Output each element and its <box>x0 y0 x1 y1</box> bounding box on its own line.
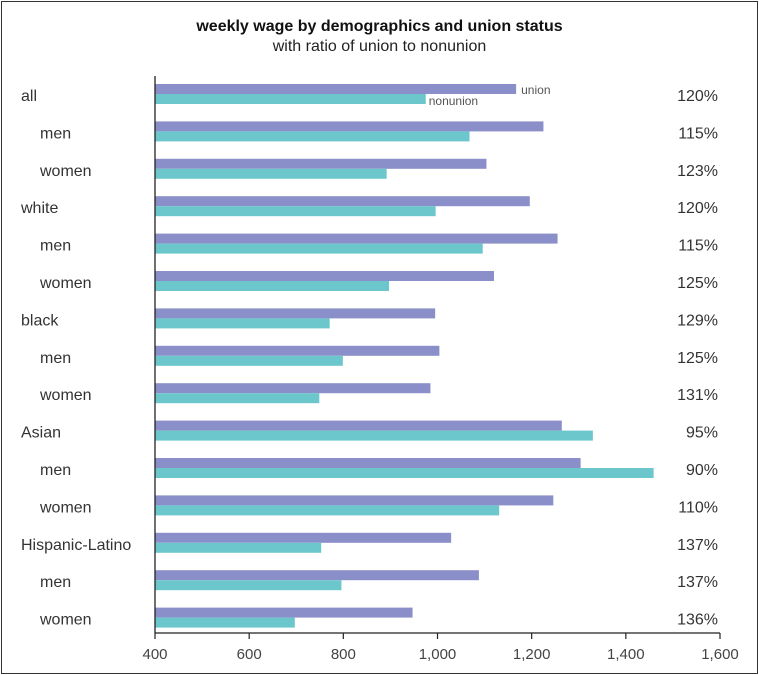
x-tick-label: 1,200 <box>513 646 551 663</box>
x-tick-label: 400 <box>142 646 167 663</box>
ratio-label: 95% <box>686 425 718 442</box>
x-tick-label: 1,400 <box>607 646 645 663</box>
series-label-nonunion: nonunion <box>429 94 478 108</box>
bar-nonunion <box>155 505 500 516</box>
bar-nonunion <box>155 430 593 441</box>
category-label: men <box>40 125 71 142</box>
category-label: Hispanic-Latino <box>21 537 131 554</box>
category-label: men <box>40 350 71 367</box>
category-label: women <box>39 612 92 629</box>
ratio-label: 90% <box>686 462 718 479</box>
bar-union <box>155 308 436 319</box>
bar-union <box>155 383 431 394</box>
bar-nonunion <box>155 468 654 478</box>
bar-union <box>155 458 581 468</box>
bar-union <box>155 196 530 207</box>
bar-union <box>155 271 494 281</box>
ratio-label: 115% <box>678 238 718 255</box>
ratio-label: 131% <box>677 387 718 404</box>
bars-layer <box>155 84 654 628</box>
bar-union <box>155 607 413 618</box>
chart-title: weekly wage by demographics and union st… <box>196 18 563 35</box>
ratio-label: 136% <box>677 612 718 629</box>
bar-union <box>155 84 517 94</box>
category-label: Asian <box>21 425 61 442</box>
ratio-label: 123% <box>677 163 718 180</box>
bar-nonunion <box>155 542 322 553</box>
bar-nonunion <box>155 281 390 291</box>
category-label: women <box>39 387 92 404</box>
bar-nonunion <box>155 318 330 329</box>
category-label: women <box>39 499 92 516</box>
x-tick-label: 1,000 <box>419 646 457 663</box>
ratio-label: 115% <box>678 125 718 142</box>
bar-nonunion <box>155 617 295 628</box>
ratio-label: 137% <box>677 537 718 554</box>
category-label: all <box>21 88 37 105</box>
category-label: men <box>40 574 71 591</box>
bar-union <box>155 121 544 132</box>
bar-nonunion <box>155 168 387 179</box>
series-label-union: union <box>521 83 550 97</box>
axis-layer: 400 600 800 1,000 1,200 1,400 1,600 <box>142 76 739 663</box>
labels-layer: all 120% men 115% women 123% white 120% men 115% w… <box>20 83 718 629</box>
chart-subtitle: with ratio of union to nonunion <box>272 38 487 55</box>
bar-nonunion <box>155 206 436 217</box>
category-label: men <box>40 462 71 479</box>
bar-nonunion <box>155 355 343 366</box>
x-tick-label: 800 <box>331 646 356 663</box>
ratio-label: 137% <box>677 574 718 591</box>
bar-union <box>155 570 479 581</box>
category-label: men <box>40 238 71 255</box>
ratio-label: 125% <box>677 275 718 292</box>
bar-nonunion <box>155 243 483 254</box>
bar-union <box>155 345 440 356</box>
bar-nonunion <box>155 94 426 104</box>
bar-union <box>155 158 487 169</box>
bar-union <box>155 532 452 543</box>
bar-union <box>155 495 554 506</box>
category-label: women <box>39 275 92 292</box>
ratio-label: 120% <box>677 200 718 217</box>
category-label: women <box>39 163 92 180</box>
ratio-label: 129% <box>677 312 718 329</box>
ratio-label: 110% <box>678 499 718 516</box>
x-tick-label: 1,600 <box>701 646 739 663</box>
bar-union <box>155 420 562 431</box>
category-label: black <box>21 312 59 329</box>
bar-nonunion <box>155 580 342 591</box>
ratio-label: 125% <box>677 350 718 367</box>
category-label: white <box>20 200 58 217</box>
bar-nonunion <box>155 393 320 404</box>
bar-nonunion <box>155 131 470 142</box>
bar-union <box>155 233 558 244</box>
x-tick-label: 600 <box>237 646 262 663</box>
ratio-label: 120% <box>677 88 718 105</box>
